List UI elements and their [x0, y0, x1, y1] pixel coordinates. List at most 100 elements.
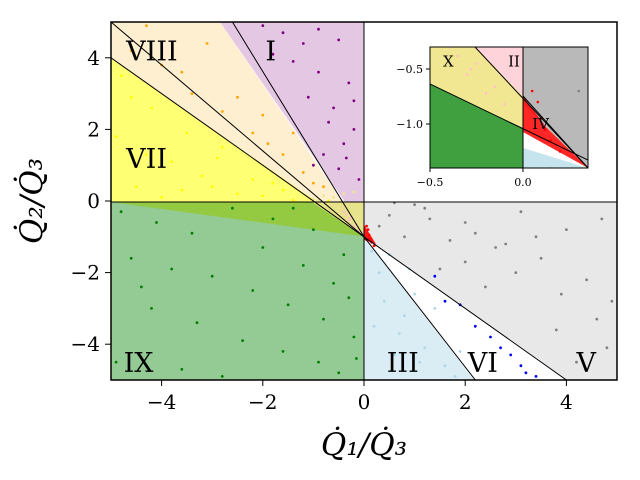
scatter-point-i: [347, 81, 351, 85]
x-tick-label: 4: [560, 390, 573, 414]
y-tick-label: −2: [71, 261, 100, 285]
inset-point-ii: [456, 54, 460, 58]
scatter-point-iv: [367, 233, 371, 237]
scatter-point-i: [342, 142, 346, 146]
scatter-point-vii: [129, 95, 133, 99]
scatter-point-x: [347, 213, 351, 217]
boundary-line: [232, 22, 365, 238]
scatter-point-ix: [271, 217, 275, 221]
scatter-point-i: [281, 31, 285, 35]
scatter-point-vii: [134, 185, 138, 189]
scatter-point-v: [605, 346, 609, 350]
scatter-point-v: [610, 299, 614, 303]
scatter-point-vii: [145, 153, 148, 156]
scatter-point-ix: [312, 228, 315, 232]
boundary-line: [363, 236, 476, 380]
scatter-point-v: [484, 285, 487, 289]
inset-point-x: [465, 56, 469, 60]
scatter-point-vii: [185, 131, 189, 135]
region-fill-v: [364, 202, 617, 380]
inset-point-ii: [503, 102, 506, 106]
scatter-point-iii: [382, 299, 386, 303]
scatter-point-x: [332, 196, 335, 199]
scatter-point-v: [438, 267, 442, 271]
scatter-point-iii: [370, 249, 373, 253]
scatter-point-ix: [241, 339, 245, 342]
scatter-point-iii: [443, 364, 447, 368]
scatter-point-i: [337, 167, 341, 171]
scatter-point-viii: [301, 171, 305, 174]
scatter-point-ix: [355, 357, 358, 360]
scatter-point-vi: [509, 353, 513, 357]
inset-fill-iii: [523, 148, 588, 168]
y-tick-label: 2: [87, 117, 100, 141]
scatter-point-i: [271, 52, 275, 56]
scatter-point-iii: [433, 307, 437, 310]
scatter-point-vii: [261, 194, 265, 198]
scatter-point-vi: [443, 299, 447, 303]
region-fill-i-purple: [220, 22, 364, 202]
scatter-point-vii: [160, 196, 164, 199]
scatter-point-ix: [129, 256, 133, 260]
scatter-point-vii: [291, 198, 295, 202]
scatter-point-iii: [372, 324, 376, 328]
scatter-point-v: [494, 246, 497, 249]
scatter-point-i: [306, 95, 310, 99]
scatter-point-ix: [337, 371, 341, 375]
inset-point-ii: [475, 62, 478, 65]
scatter-point-vii: [215, 156, 219, 160]
region-label-vi: VI: [467, 348, 498, 379]
scatter-point-ix: [220, 375, 224, 378]
region-label-iii: III: [387, 348, 419, 379]
scatter-point-iii: [377, 271, 381, 274]
scatter-point-vi: [524, 371, 528, 375]
scatter-point-viii: [145, 24, 148, 27]
scatter-point-vii: [119, 74, 123, 78]
scatter-point-i: [261, 24, 265, 27]
inset-point-ii: [493, 85, 497, 88]
scatter-point-i: [352, 99, 356, 103]
region-fill-x: [312, 202, 364, 237]
scatter-point-v: [473, 231, 477, 235]
region-fills: [111, 22, 617, 380]
region-label-v: V: [576, 348, 597, 379]
inset-fill-x: [430, 47, 523, 128]
scatter-point-vii: [170, 160, 174, 164]
scatter-point-i: [352, 127, 356, 131]
inset-region-label-x: X: [443, 52, 454, 70]
scatter-point-ix: [317, 360, 320, 364]
scatter-points: [114, 24, 614, 378]
boundary-lines: [111, 22, 567, 380]
scatter-point-i: [317, 27, 320, 31]
inset-region-fills: [430, 47, 588, 168]
inset-axes: −0.5 0.0 −0.5 −1.0: [396, 63, 531, 189]
scatter-point-v: [600, 217, 604, 221]
scatter-point-ix: [119, 210, 123, 214]
scatter-point-vii: [210, 185, 214, 189]
scatter-point-iii: [423, 346, 427, 350]
scatter-point-iv: [372, 244, 376, 248]
x-axis-title: Q̇₁/Q̇₃: [321, 426, 407, 463]
scatter-point-ix: [150, 307, 153, 310]
inset-region-labels: X II IV: [443, 52, 550, 133]
inset-point-ii: [469, 67, 473, 71]
scatter-point-v: [565, 228, 568, 232]
scatter-point-v: [585, 278, 588, 282]
inset-point-iv: [536, 100, 540, 104]
inset-fill-iv: [523, 96, 588, 168]
scatter-point-v: [413, 203, 416, 207]
inset-point-v: [577, 89, 580, 93]
scatter-point-ix: [352, 335, 356, 339]
scatter-point-v: [514, 271, 518, 274]
scatter-point-x: [352, 190, 356, 194]
scatter-point-i: [327, 120, 330, 124]
scatter-point-iv: [366, 228, 370, 232]
scatter-point-ii: [344, 213, 348, 217]
inset-point-ii: [465, 73, 469, 76]
scatter-point-v: [504, 242, 508, 246]
scatter-point-viii: [312, 181, 315, 185]
scatter-point-v: [519, 210, 523, 214]
scatter-point-i: [291, 60, 295, 63]
scatter-point-x: [322, 194, 325, 198]
